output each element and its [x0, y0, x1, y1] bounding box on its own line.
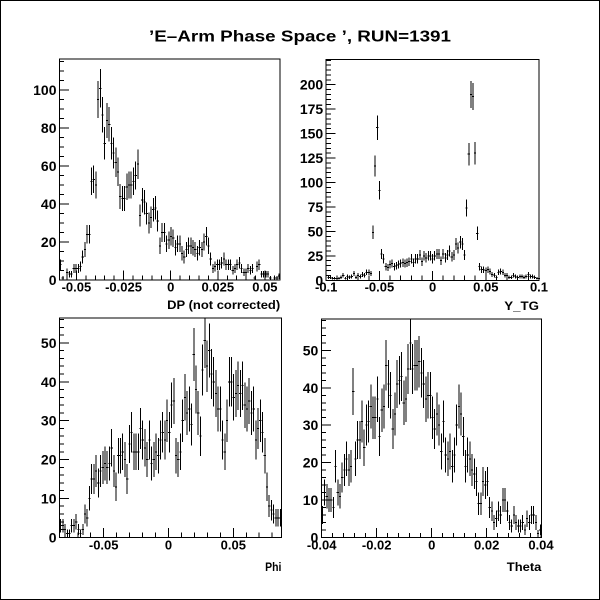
svg-text:0.05: 0.05	[221, 538, 246, 553]
svg-text:DP (not corrected): DP (not corrected)	[167, 298, 280, 312]
svg-text:100: 100	[33, 82, 57, 98]
svg-text:40: 40	[303, 380, 319, 396]
svg-text:-0.05: -0.05	[89, 538, 119, 553]
svg-text:50: 50	[41, 335, 57, 351]
svg-text:150: 150	[300, 126, 324, 142]
svg-text:0: 0	[167, 279, 174, 294]
svg-text:0: 0	[49, 529, 57, 545]
svg-text:’E–Arm Phase Space ’, RUN=1391: ’E–Arm Phase Space ’, RUN=1391	[149, 29, 451, 46]
svg-text:50: 50	[303, 342, 319, 358]
svg-text:50: 50	[308, 223, 324, 239]
svg-text:0: 0	[429, 279, 436, 294]
svg-text:60: 60	[41, 158, 57, 174]
svg-text:10: 10	[41, 490, 57, 506]
svg-text:20: 20	[41, 234, 57, 250]
svg-text:0: 0	[165, 538, 172, 553]
svg-text:-0.05: -0.05	[365, 279, 395, 294]
svg-text:175: 175	[300, 101, 324, 117]
svg-text:75: 75	[308, 199, 324, 215]
svg-text:40: 40	[41, 196, 57, 212]
svg-text:-0.025: -0.025	[105, 279, 142, 294]
svg-text:20: 20	[303, 455, 319, 471]
svg-text:20: 20	[41, 452, 57, 468]
svg-text:0.1: 0.1	[530, 279, 548, 294]
svg-text:80: 80	[41, 120, 57, 136]
svg-text:0: 0	[311, 529, 319, 545]
svg-text:0.05: 0.05	[252, 279, 277, 294]
svg-text:0.02: 0.02	[474, 538, 499, 553]
svg-text:40: 40	[41, 374, 57, 390]
svg-text:Theta: Theta	[507, 560, 542, 574]
svg-text:30: 30	[303, 417, 319, 433]
svg-text:Phi: Phi	[265, 560, 281, 574]
svg-text:0: 0	[315, 272, 323, 288]
svg-text:Y_TG: Y_TG	[504, 299, 539, 313]
svg-text:100: 100	[300, 175, 324, 191]
svg-text:-0.04: -0.04	[307, 538, 337, 553]
svg-text:30: 30	[41, 413, 57, 429]
svg-text:-0.1: -0.1	[315, 279, 337, 294]
svg-text:25: 25	[308, 248, 324, 264]
svg-text:-0.02: -0.02	[362, 538, 392, 553]
svg-text:0.04: 0.04	[528, 538, 554, 553]
svg-text:-0.05: -0.05	[62, 279, 92, 294]
svg-text:0.05: 0.05	[473, 279, 498, 294]
svg-text:0.025: 0.025	[202, 279, 235, 294]
svg-text:200: 200	[300, 77, 324, 93]
svg-text:125: 125	[300, 150, 324, 166]
svg-text:0: 0	[49, 272, 57, 288]
svg-text:10: 10	[303, 492, 319, 508]
svg-text:0: 0	[428, 538, 435, 553]
